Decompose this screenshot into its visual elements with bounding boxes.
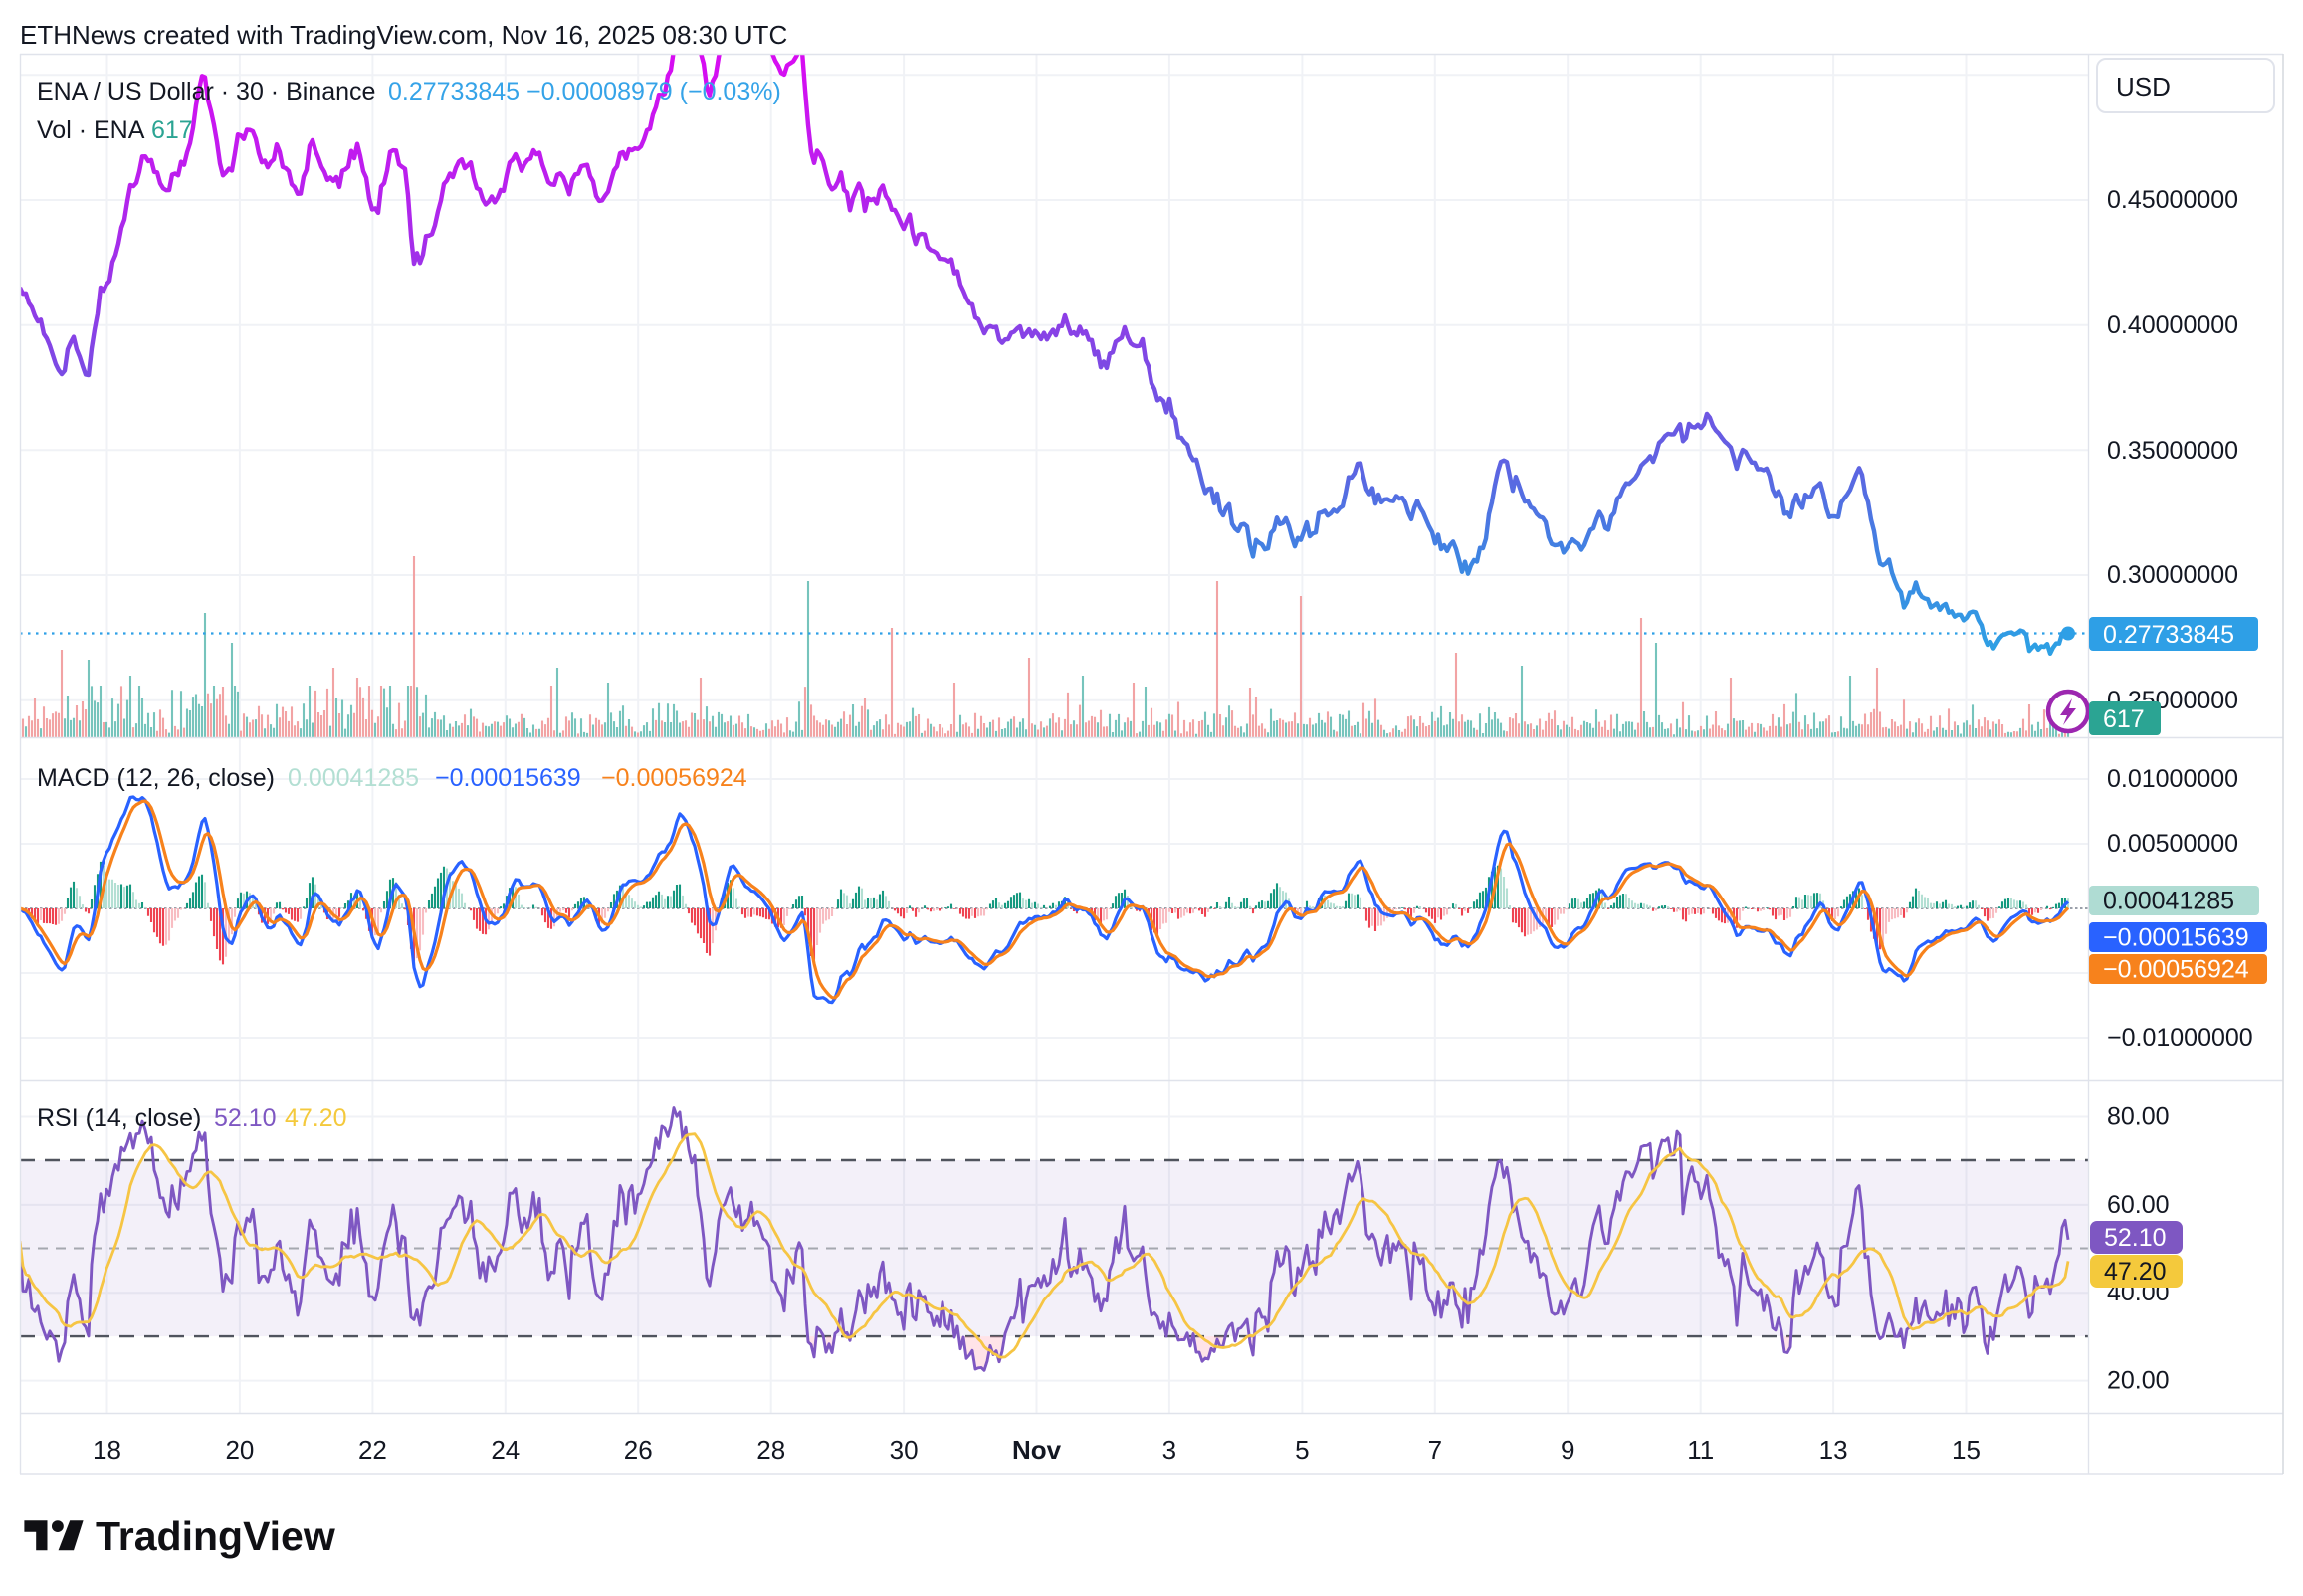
svg-text:52.10: 52.10: [2104, 1224, 2167, 1252]
svg-text:7: 7: [1428, 1435, 1442, 1465]
svg-text:52.10: 52.10: [214, 1104, 277, 1132]
svg-text:0.00500000: 0.00500000: [2107, 830, 2238, 858]
svg-text:−0.00056924: −0.00056924: [601, 764, 747, 792]
svg-text:20.00: 20.00: [2107, 1367, 2170, 1395]
svg-text:47.20: 47.20: [2104, 1258, 2167, 1286]
svg-text:18: 18: [93, 1435, 121, 1465]
svg-text:22: 22: [358, 1435, 387, 1465]
svg-text:11: 11: [1687, 1435, 1714, 1465]
svg-text:0.00041285: 0.00041285: [288, 764, 419, 792]
svg-text:MACD (12, 26, close): MACD (12, 26, close): [37, 764, 275, 792]
svg-text:0.30000000: 0.30000000: [2107, 561, 2238, 589]
svg-text:0.35000000: 0.35000000: [2107, 437, 2238, 465]
svg-text:617: 617: [2103, 705, 2145, 733]
svg-text:ETHNews created with TradingVi: ETHNews created with TradingView.com, No…: [20, 20, 787, 50]
svg-text:Nov: Nov: [1012, 1435, 1062, 1465]
svg-text:0.01000000: 0.01000000: [2107, 765, 2238, 793]
svg-text:3: 3: [1162, 1435, 1176, 1465]
svg-text:47.20: 47.20: [285, 1104, 347, 1132]
svg-text:13: 13: [1819, 1435, 1848, 1465]
svg-text:RSI (14, close): RSI (14, close): [37, 1104, 201, 1132]
svg-text:26: 26: [624, 1435, 653, 1465]
svg-text:TradingView: TradingView: [96, 1513, 335, 1559]
svg-text:−0.00056924: −0.00056924: [2103, 956, 2249, 984]
svg-text:Vol · ENA: Vol · ENA: [37, 116, 145, 144]
svg-text:24: 24: [491, 1435, 520, 1465]
svg-text:0.00041285: 0.00041285: [2103, 888, 2234, 915]
svg-text:80.00: 80.00: [2107, 1103, 2170, 1131]
svg-text:ENA / US Dollar · 30 · Binance: ENA / US Dollar · 30 · Binance: [37, 78, 375, 105]
svg-text:−0.01000000: −0.01000000: [2107, 1024, 2253, 1052]
svg-text:9: 9: [1561, 1435, 1574, 1465]
svg-text:USD: USD: [2116, 72, 2171, 101]
svg-text:0.27733845 −0.00008979 (−0.03%: 0.27733845 −0.00008979 (−0.03%): [388, 78, 781, 105]
svg-text:−0.00015639: −0.00015639: [2103, 924, 2249, 952]
svg-text:0.40000000: 0.40000000: [2107, 311, 2238, 339]
svg-text:5: 5: [1295, 1435, 1309, 1465]
svg-text:617: 617: [151, 116, 193, 144]
svg-text:28: 28: [756, 1435, 785, 1465]
svg-text:20: 20: [225, 1435, 254, 1465]
svg-text:0.45000000: 0.45000000: [2107, 186, 2238, 214]
svg-text:15: 15: [1952, 1435, 1981, 1465]
svg-text:30: 30: [890, 1435, 919, 1465]
svg-text:60.00: 60.00: [2107, 1191, 2170, 1219]
svg-text:−0.00015639: −0.00015639: [435, 764, 581, 792]
svg-text:0.27733845: 0.27733845: [2103, 621, 2234, 649]
